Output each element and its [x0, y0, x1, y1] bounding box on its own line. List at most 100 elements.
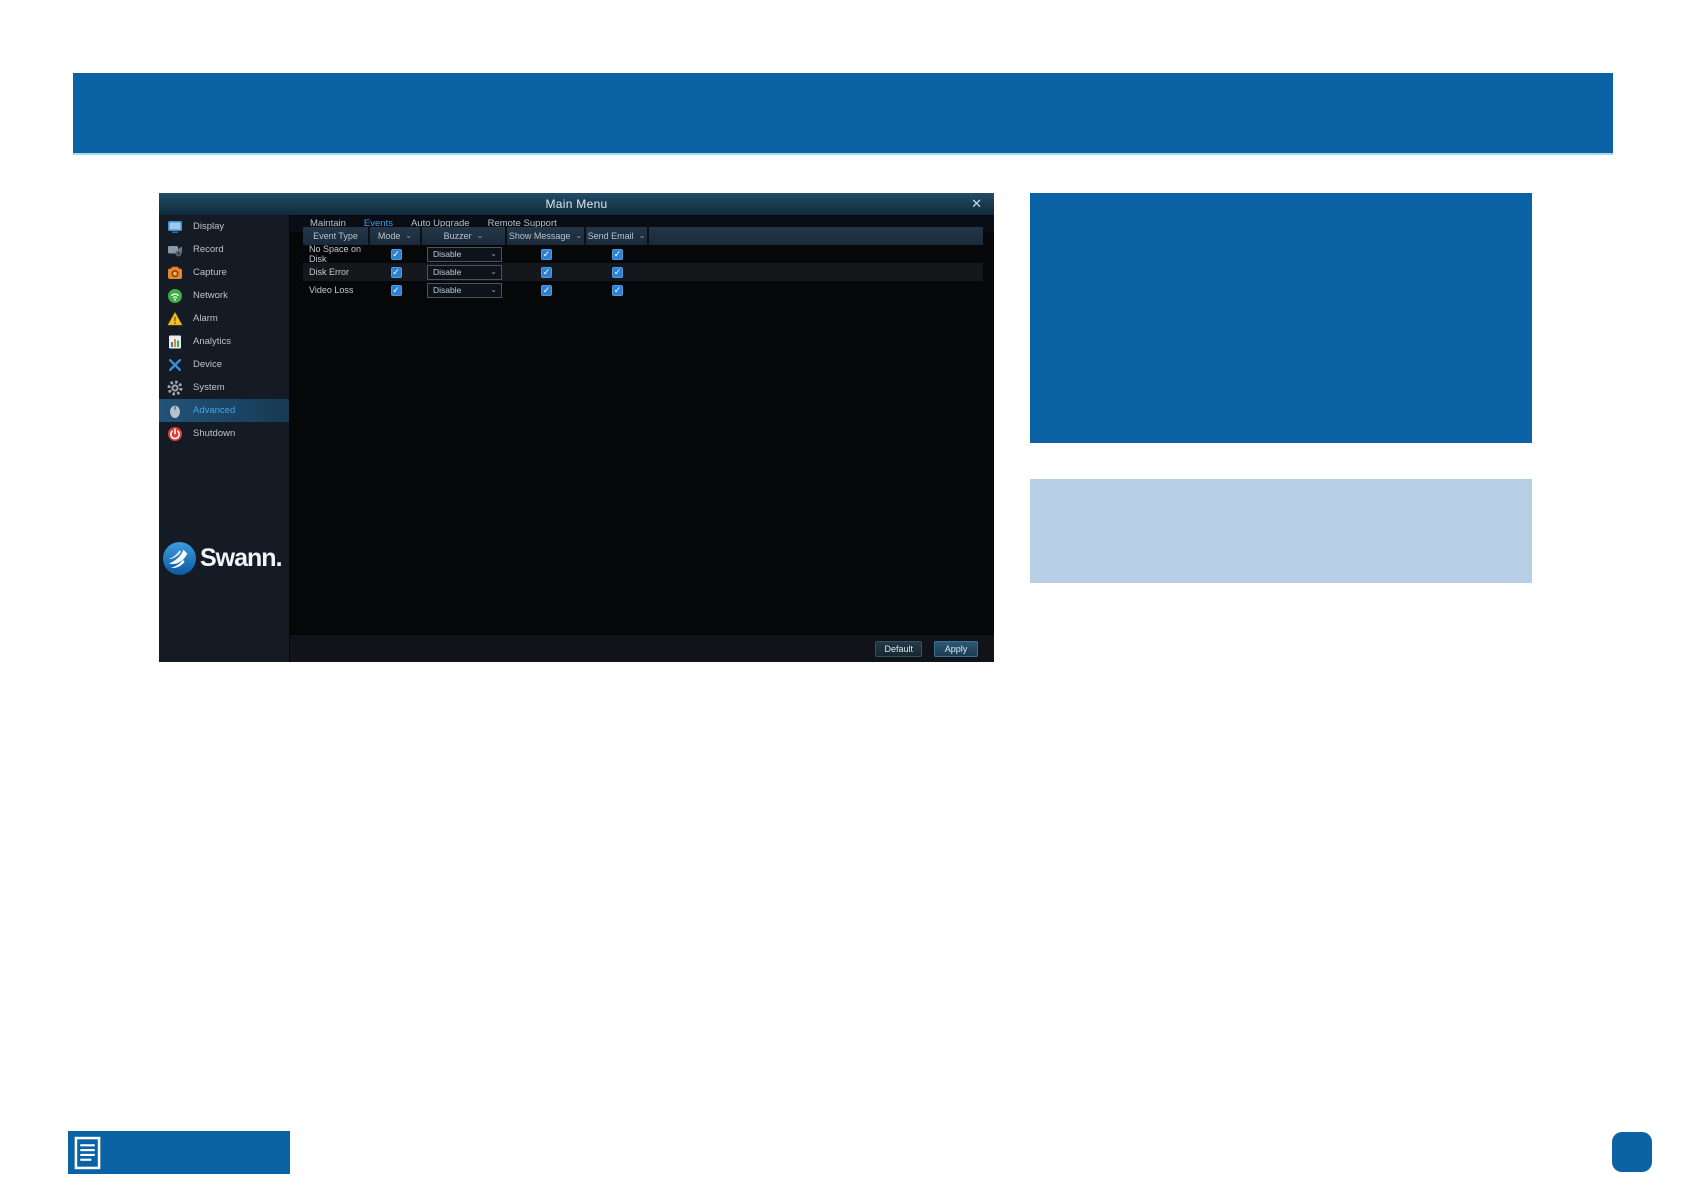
sidebar-item-network[interactable]: Network: [159, 284, 289, 307]
sidebar-label: Advanced: [193, 405, 236, 416]
sidebar-label: Record: [193, 244, 224, 255]
send-email-checkbox[interactable]: ✓: [612, 266, 623, 278]
sidebar-item-system[interactable]: System: [159, 376, 289, 399]
check-icon: ✓: [392, 284, 400, 295]
table-row: Video Loss ✓ Disable ⌄ ✓ ✓: [303, 281, 983, 299]
content-area: Maintain Events Auto Upgrade Remote Supp…: [290, 215, 994, 662]
buzzer-value: Disable: [433, 267, 462, 277]
sidebar-label: Display: [193, 221, 225, 232]
buzzer-select[interactable]: Disable ⌄: [427, 282, 502, 298]
header-label: Send Email: [587, 231, 634, 241]
check-icon: ✓: [392, 266, 400, 277]
shutdown-icon: [168, 426, 182, 441]
header-show-message[interactable]: Show Message ⌄: [507, 227, 586, 245]
sidebar-label: System: [193, 382, 225, 393]
buzzer-value: Disable: [433, 249, 462, 259]
tab-remote-support[interactable]: Remote Support: [487, 218, 557, 229]
show-message-checkbox[interactable]: ✓: [541, 284, 552, 296]
send-email-checkbox[interactable]: ✓: [612, 248, 623, 260]
table-header-row: Event Type Mode ⌄ Buzzer ⌄ Show Message …: [303, 227, 983, 245]
check-icon: ✓: [613, 284, 622, 295]
event-type-cell: Disk Error: [309, 267, 349, 277]
mode-checkbox[interactable]: ✓: [390, 266, 402, 278]
header-event-type: Event Type: [303, 227, 370, 245]
swann-logo-icon: [162, 541, 197, 576]
sidebar-label: Analytics: [193, 336, 232, 347]
sidebar-item-shutdown[interactable]: Shutdown: [159, 422, 289, 445]
events-table: Event Type Mode ⌄ Buzzer ⌄ Show Message …: [303, 227, 983, 299]
buzzer-select[interactable]: Disable ⌄: [427, 264, 502, 280]
page-number-chip: [1612, 1132, 1652, 1172]
sidebar-label: Alarm: [193, 313, 218, 324]
chevron-down-icon: ⌄: [490, 285, 497, 294]
sidebar-item-device[interactable]: Device: [159, 353, 289, 376]
swann-wordmark: Swann.: [200, 544, 283, 572]
analytics-icon: [169, 335, 181, 348]
system-icon: [167, 380, 183, 395]
advanced-icon: [170, 405, 180, 418]
footer-bar: Default Apply: [290, 635, 994, 662]
page-header-banner: [73, 73, 1613, 155]
check-icon: ✓: [542, 284, 551, 295]
check-icon: ✓: [392, 248, 400, 259]
sidebar-item-advanced[interactable]: Advanced: [159, 399, 289, 422]
sidebar-label: Network: [193, 290, 228, 301]
sidebar-item-analytics[interactable]: Analytics: [159, 330, 289, 353]
check-icon: ✓: [542, 248, 551, 259]
header-filler: [649, 227, 983, 245]
chevron-down-icon: ⌄: [405, 231, 413, 240]
default-button[interactable]: Default: [875, 640, 922, 657]
mode-checkbox[interactable]: ✓: [390, 284, 402, 296]
main-menu-window: Main Menu ✕ Display Record: [159, 193, 994, 662]
chevron-down-icon: ⌄: [490, 267, 497, 276]
window-title: Main Menu: [545, 197, 608, 211]
chevron-down-icon: ⌄: [575, 231, 583, 240]
tab-auto-upgrade[interactable]: Auto Upgrade: [410, 218, 470, 229]
header-label: Event Type: [313, 231, 358, 241]
mode-checkbox[interactable]: ✓: [390, 248, 402, 260]
sidebar-label: Shutdown: [193, 428, 236, 439]
chevron-down-icon: ⌄: [476, 231, 484, 240]
header-mode[interactable]: Mode ⌄: [370, 227, 422, 245]
table-row: Disk Error ✓ Disable ⌄ ✓ ✓: [303, 263, 983, 281]
header-label: Show Message: [508, 231, 571, 241]
sidebar-item-alarm[interactable]: Alarm: [159, 307, 289, 330]
window-titlebar: Main Menu ✕: [159, 193, 994, 215]
buzzer-select[interactable]: Disable ⌄: [427, 246, 502, 262]
show-message-checkbox[interactable]: ✓: [541, 266, 552, 278]
display-icon: [168, 220, 182, 233]
event-type-cell: No Space on Disk: [309, 244, 362, 264]
show-message-checkbox[interactable]: ✓: [541, 248, 552, 260]
header-buzzer[interactable]: Buzzer ⌄: [422, 227, 507, 245]
sidebar-item-display[interactable]: Display: [159, 215, 289, 238]
sidebar-label: Capture: [193, 267, 227, 278]
tab-maintain[interactable]: Maintain: [310, 218, 346, 229]
info-panel-light: [1030, 479, 1532, 583]
apply-button[interactable]: Apply: [934, 640, 978, 657]
alarm-icon: [167, 311, 183, 325]
close-icon[interactable]: ✕: [971, 196, 982, 211]
check-icon: ✓: [613, 248, 622, 259]
document-icon: [74, 1136, 101, 1169]
header-label: Buzzer: [443, 231, 472, 241]
capture-icon: [168, 266, 182, 279]
chevron-down-icon: ⌄: [638, 231, 646, 240]
table-row: No Space on Disk ✓ Disable ⌄ ✓ ✓: [303, 244, 983, 264]
check-icon: ✓: [542, 266, 551, 277]
header-label: Mode: [377, 231, 401, 241]
record-icon: [168, 245, 182, 256]
swann-logo: Swann.: [162, 541, 288, 576]
buzzer-value: Disable: [433, 285, 462, 295]
device-icon: [168, 358, 182, 371]
note-callout: [68, 1131, 290, 1174]
header-send-email[interactable]: Send Email ⌄: [586, 227, 649, 245]
chevron-down-icon: ⌄: [490, 249, 497, 258]
event-type-cell: Video Loss: [309, 285, 354, 295]
sidebar-item-record[interactable]: Record: [159, 238, 289, 261]
send-email-checkbox[interactable]: ✓: [612, 284, 623, 296]
network-icon: [168, 288, 182, 303]
check-icon: ✓: [613, 266, 622, 277]
info-panel-dark: [1030, 193, 1532, 443]
sidebar-label: Device: [193, 359, 223, 370]
sidebar-item-capture[interactable]: Capture: [159, 261, 289, 284]
